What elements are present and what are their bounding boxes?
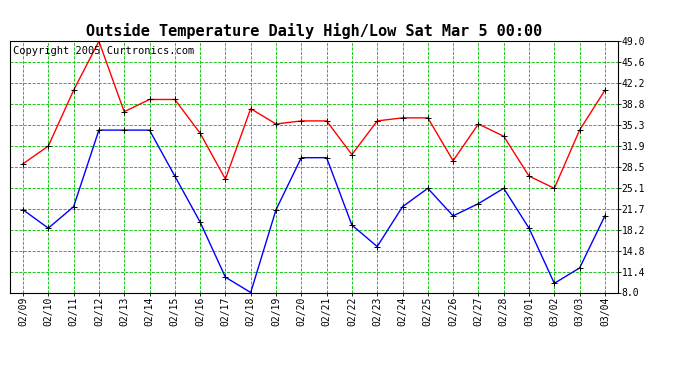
Text: Copyright 2005 Curtronics.com: Copyright 2005 Curtronics.com	[13, 46, 195, 56]
Title: Outside Temperature Daily High/Low Sat Mar 5 00:00: Outside Temperature Daily High/Low Sat M…	[86, 23, 542, 39]
